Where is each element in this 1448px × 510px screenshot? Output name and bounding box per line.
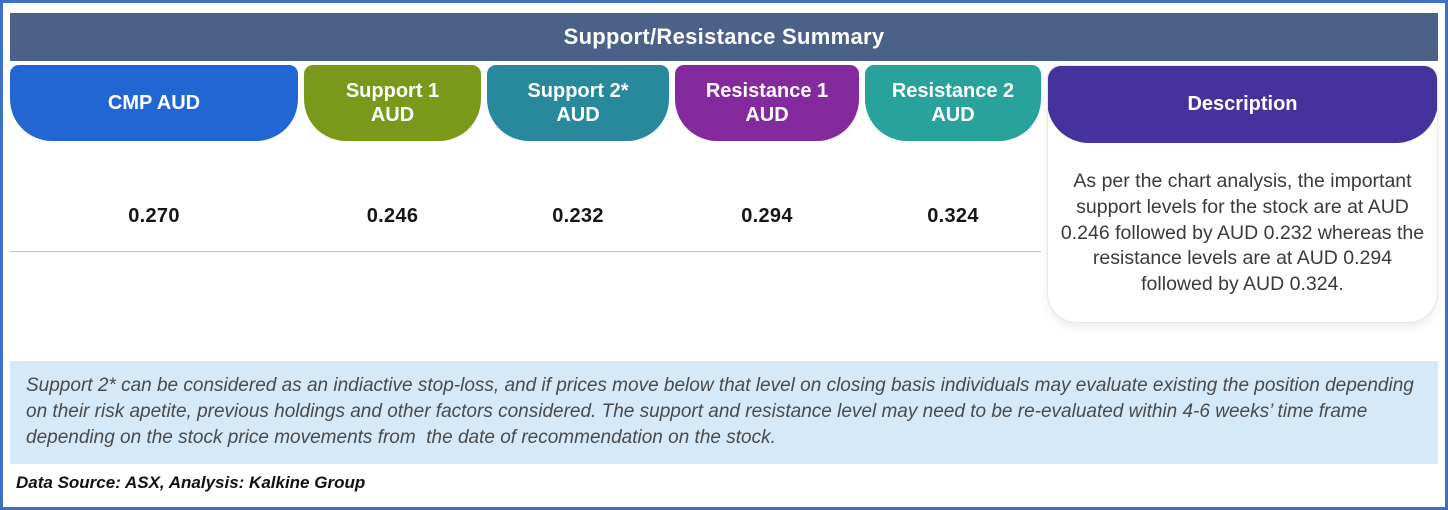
description-text: As per the chart analysis, the important…	[1060, 169, 1425, 296]
description-card: Description As per the chart analysis, t…	[1047, 65, 1438, 323]
column-header-description: Description	[1048, 66, 1437, 143]
data-source-note: Data Source: ASX, Analysis: Kalkine Grou…	[16, 472, 366, 492]
disclaimer-box: Support 2* can be considered as an india…	[10, 361, 1438, 464]
value-resistance-2: 0.324	[927, 205, 979, 227]
value-support-2: 0.232	[552, 205, 604, 227]
value-cmp: 0.270	[128, 205, 180, 227]
panel-title: Support/Resistance Summary	[563, 24, 885, 49]
value-support-1: 0.246	[366, 205, 419, 227]
column-header-resistance-2: Resistance 2 AUD	[865, 65, 1041, 141]
panel-title-bar: Support/Resistance Summary	[10, 13, 1438, 61]
summary-table: CMP AUD Support 1 AUD Support 2* AUD Res…	[10, 65, 1438, 323]
column-header-support-1: Support 1 AUD	[304, 65, 481, 141]
column-header-cmp: CMP AUD	[10, 65, 298, 141]
column-header-resistance-1: Resistance 1 AUD	[675, 65, 859, 141]
column-header-cmp-label: CMP AUD	[107, 91, 201, 114]
column-header-support-2-label: Support 2* AUD	[527, 79, 629, 126]
column-header-support-2: Support 2* AUD	[487, 65, 669, 141]
column-header-resistance-1-label: Resistance 1 AUD	[705, 79, 829, 126]
row-divider	[10, 251, 1041, 252]
value-resistance-1: 0.294	[741, 205, 793, 227]
column-header-resistance-2-label: Resistance 2 AUD	[891, 79, 1015, 126]
column-header-description-label: Description	[1187, 92, 1298, 115]
column-header-support-1-label: Support 1 AUD	[345, 79, 440, 126]
